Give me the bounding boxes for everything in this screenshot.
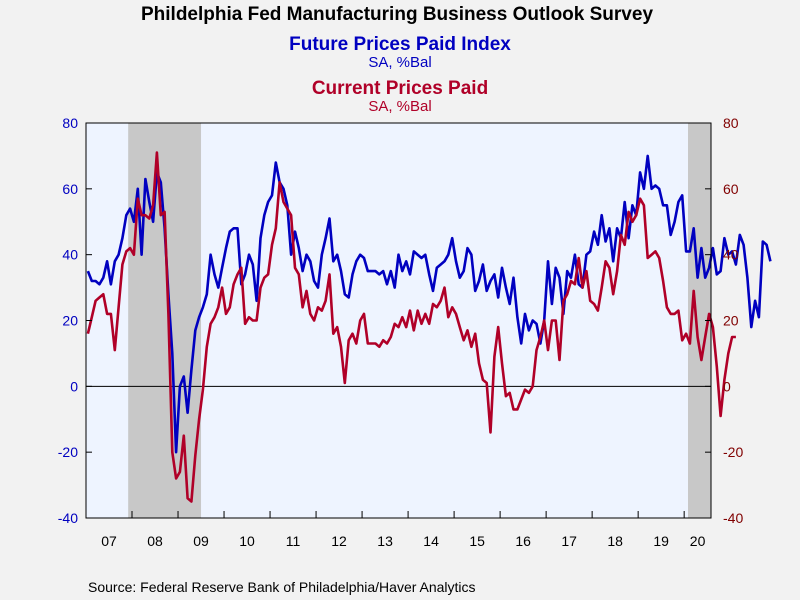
y-left-tick-label: 40 — [62, 247, 78, 263]
y-left-tick-label: 60 — [62, 181, 78, 197]
recession-band-2 — [687, 123, 711, 518]
x-tick-label: 12 — [331, 533, 347, 549]
x-tick-label: 08 — [147, 533, 163, 549]
chart-title: Phildelphia Fed Manufacturing Business O… — [141, 4, 653, 25]
x-tick-label: 09 — [193, 533, 209, 549]
series-line-1 — [86, 154, 772, 454]
x-tick-label: 10 — [239, 533, 255, 549]
x-tick-label: 18 — [607, 533, 623, 549]
x-tick-label: 07 — [101, 533, 117, 549]
y-left-tick-label: 0 — [70, 378, 78, 394]
series1-subtitle: SA, %Bal — [368, 54, 431, 71]
x-tick-label: 13 — [377, 533, 393, 549]
y-left-tick-label: -20 — [58, 444, 78, 460]
y-right-tick-label: -20 — [723, 444, 743, 460]
x-tick-label: 19 — [653, 533, 669, 549]
x-tick-label: 17 — [561, 533, 577, 549]
series1-title: Future Prices Paid Index — [289, 34, 511, 55]
y-right-tick-label: 20 — [723, 313, 739, 329]
y-right-tick-label: 40 — [723, 247, 739, 263]
x-tick-label: 11 — [286, 533, 301, 549]
series-line-2 — [86, 151, 736, 503]
y-left-tick-label: -40 — [58, 510, 78, 526]
series2-subtitle: SA, %Bal — [368, 98, 431, 115]
y-left-tick-label: 80 — [62, 115, 78, 131]
x-tick-label: 15 — [469, 533, 485, 549]
y-right-tick-label: 0 — [723, 378, 731, 394]
series2-title: Current Prices Paid — [312, 78, 488, 99]
source-note: Source: Federal Reserve Bank of Philadel… — [88, 579, 476, 595]
y-right-tick-label: 60 — [723, 181, 739, 197]
plot-area: 80 60 40 20 0 -20 -40 80 60 40 20 0 -20 -40 07 08 09 10 11… — [58, 115, 772, 549]
x-tick-label: 14 — [423, 533, 439, 549]
y-right-tick-label: 80 — [723, 115, 739, 131]
x-tick-label: 16 — [515, 533, 531, 549]
x-tick-label: 20 — [690, 533, 706, 549]
recession-band-1 — [128, 123, 202, 518]
y-right-tick-label: -40 — [723, 510, 743, 526]
y-left-tick-label: 20 — [62, 313, 78, 329]
